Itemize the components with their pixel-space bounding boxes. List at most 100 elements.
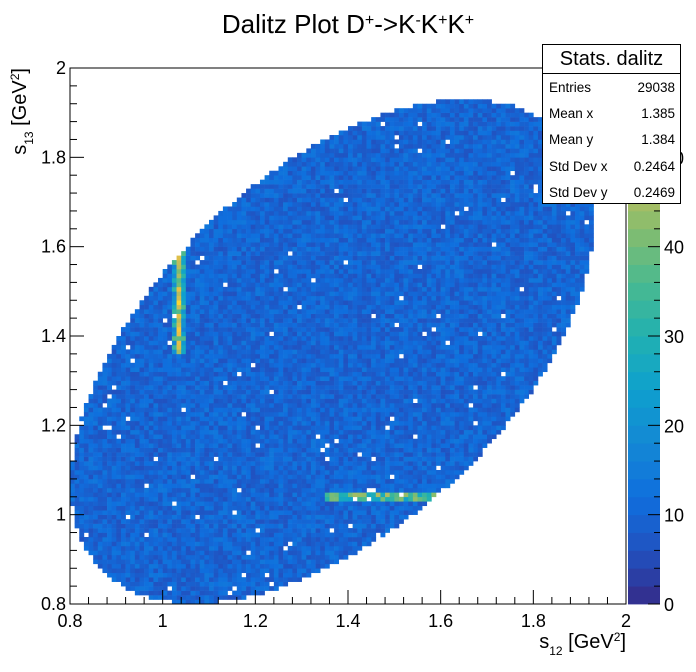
heatmap-cell bbox=[301, 233, 307, 239]
heatmap-cell bbox=[222, 416, 228, 422]
heatmap-cell bbox=[264, 505, 270, 511]
heatmap-cell bbox=[348, 322, 353, 328]
heatmap-cell bbox=[297, 184, 302, 189]
heatmap-cell bbox=[83, 523, 89, 529]
heatmap-cell bbox=[222, 434, 228, 440]
heatmap-cell bbox=[255, 483, 261, 489]
heatmap-cell bbox=[338, 255, 344, 261]
heatmap-cell bbox=[218, 443, 224, 448]
heatmap-cell bbox=[153, 380, 159, 386]
heatmap-cell bbox=[158, 470, 163, 475]
heatmap-cell bbox=[283, 179, 289, 185]
heatmap-cell bbox=[162, 590, 168, 596]
heatmap-cell bbox=[167, 470, 173, 475]
heatmap-cell bbox=[167, 483, 173, 489]
heatmap-cell bbox=[213, 358, 219, 364]
heatmap-cell bbox=[329, 161, 335, 167]
heatmap-cell bbox=[153, 331, 159, 337]
heatmap-cell bbox=[264, 434, 270, 440]
heatmap-cell bbox=[334, 344, 340, 350]
heatmap-cell bbox=[273, 581, 279, 587]
heatmap-cell bbox=[297, 398, 302, 404]
heatmap-cell bbox=[352, 264, 358, 270]
heatmap-cell bbox=[158, 474, 163, 480]
heatmap-cell bbox=[139, 358, 145, 364]
heatmap-cell bbox=[162, 371, 168, 377]
heatmap-cell bbox=[148, 411, 154, 417]
heatmap-cell bbox=[343, 210, 349, 216]
heatmap-cell bbox=[352, 394, 358, 399]
heatmap-cell bbox=[315, 291, 321, 297]
heatmap-cell bbox=[241, 269, 247, 274]
heatmap-cell bbox=[324, 295, 330, 301]
heatmap-cell bbox=[292, 166, 298, 172]
heatmap-cell bbox=[246, 344, 251, 350]
heatmap-cell bbox=[181, 496, 187, 502]
heatmap-cell bbox=[167, 411, 173, 417]
heatmap-cell bbox=[348, 434, 353, 440]
heatmap-cell bbox=[213, 568, 219, 574]
heatmap-cell bbox=[218, 322, 224, 328]
heatmap-cell bbox=[357, 251, 363, 256]
heatmap-cell bbox=[148, 581, 154, 587]
heatmap-cell bbox=[125, 371, 131, 377]
heatmap-cell bbox=[148, 456, 154, 462]
heatmap-cell bbox=[310, 528, 316, 533]
heatmap-cell bbox=[246, 242, 251, 247]
heatmap-cell bbox=[144, 572, 150, 578]
heatmap-cell bbox=[181, 251, 187, 256]
heatmap-cell bbox=[185, 309, 191, 314]
heatmap-cell bbox=[167, 514, 173, 520]
heatmap-cell bbox=[93, 456, 99, 462]
heatmap-cell bbox=[259, 434, 265, 440]
heatmap-cell bbox=[329, 327, 335, 332]
heatmap-cell bbox=[190, 286, 196, 292]
heatmap-cell bbox=[283, 514, 289, 520]
heatmap-cell bbox=[324, 215, 330, 221]
heatmap-cell bbox=[301, 184, 307, 189]
heatmap-cell bbox=[278, 260, 284, 265]
heatmap-cell bbox=[222, 273, 228, 279]
heatmap-cell bbox=[167, 277, 173, 283]
heatmap-cell bbox=[232, 233, 238, 239]
heatmap-cell bbox=[236, 470, 242, 475]
heatmap-cell bbox=[125, 465, 131, 471]
heatmap-cell bbox=[246, 269, 251, 274]
heatmap-cell bbox=[241, 295, 247, 301]
heatmap-cell bbox=[329, 237, 335, 243]
heatmap-cell bbox=[222, 394, 228, 399]
heatmap-cell bbox=[236, 304, 242, 310]
heatmap-cell bbox=[204, 313, 210, 319]
heatmap-cell bbox=[167, 474, 173, 480]
heatmap-cell bbox=[283, 349, 289, 355]
heatmap-cell bbox=[264, 300, 270, 306]
heatmap-cell bbox=[306, 411, 312, 417]
heatmap-cell bbox=[134, 510, 140, 515]
heatmap-cell bbox=[324, 157, 330, 163]
heatmap-cell bbox=[273, 394, 279, 399]
heatmap-cell bbox=[107, 541, 112, 547]
heatmap-cell bbox=[361, 420, 367, 426]
heatmap-cell bbox=[320, 358, 326, 364]
heatmap-cell bbox=[181, 313, 187, 319]
heatmap-cell bbox=[283, 371, 289, 377]
heatmap-cell bbox=[357, 501, 363, 507]
heatmap-cell bbox=[190, 407, 196, 413]
heatmap-cell bbox=[74, 523, 80, 529]
heatmap-cell bbox=[93, 501, 99, 507]
heatmap-cell bbox=[195, 251, 201, 256]
heatmap-cell bbox=[195, 416, 201, 422]
heatmap-cell bbox=[195, 286, 201, 292]
heatmap-cell bbox=[167, 376, 173, 381]
heatmap-cell bbox=[301, 353, 307, 359]
heatmap-cell bbox=[209, 269, 214, 274]
heatmap-cell bbox=[190, 349, 196, 355]
heatmap-cell bbox=[139, 367, 145, 373]
heatmap-cell bbox=[287, 304, 293, 310]
heatmap-cell bbox=[348, 166, 353, 172]
heatmap-cell bbox=[241, 255, 247, 261]
heatmap-cell bbox=[320, 559, 326, 565]
heatmap-cell bbox=[324, 148, 330, 154]
heatmap-cell bbox=[361, 313, 367, 319]
heatmap-cell bbox=[213, 282, 219, 288]
